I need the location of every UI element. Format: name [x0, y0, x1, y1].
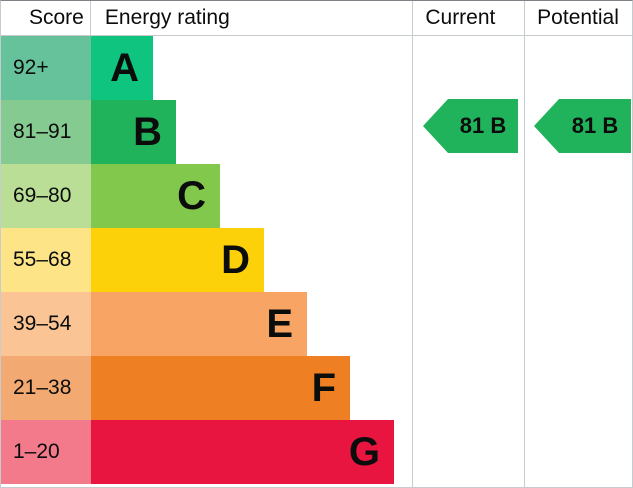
score-range-a: 92+: [1, 36, 91, 100]
score-range-c: 69–80: [1, 164, 91, 228]
current-column-header: Current: [425, 6, 496, 29]
band-bar-a: A: [91, 36, 153, 100]
band-bar-f: F: [91, 356, 350, 420]
potential-column-header: Potential: [537, 6, 619, 29]
energy-rating-column-header: Energy rating: [104, 6, 230, 29]
score-column-header: Score: [1, 1, 91, 35]
band-rows: 92+ A 81–91 B 69–80 C 55–68 D 39–54 E 21…: [1, 36, 632, 484]
band-row-c: 69–80 C: [1, 164, 632, 228]
table-header: Score Energy rating Current Potential: [1, 1, 632, 36]
band-row-a: 92+ A: [1, 36, 632, 100]
band-bar-e: E: [91, 292, 307, 356]
score-range-d: 55–68: [1, 228, 91, 292]
band-bar-g: G: [91, 420, 394, 484]
band-row-b: 81–91 B: [1, 100, 632, 164]
band-bar-c: C: [91, 164, 220, 228]
score-range-f: 21–38: [1, 356, 91, 420]
band-row-g: 1–20 G: [1, 420, 632, 484]
score-range-e: 39–54: [1, 292, 91, 356]
band-bar-b: B: [91, 100, 176, 164]
band-bar-d: D: [91, 228, 264, 292]
band-row-d: 55–68 D: [1, 228, 632, 292]
score-range-g: 1–20: [1, 420, 91, 484]
current-column-divider: [412, 1, 413, 487]
potential-column-divider: [524, 1, 525, 487]
band-row-e: 39–54 E: [1, 292, 632, 356]
score-range-b: 81–91: [1, 100, 91, 164]
band-row-f: 21–38 F: [1, 356, 632, 420]
